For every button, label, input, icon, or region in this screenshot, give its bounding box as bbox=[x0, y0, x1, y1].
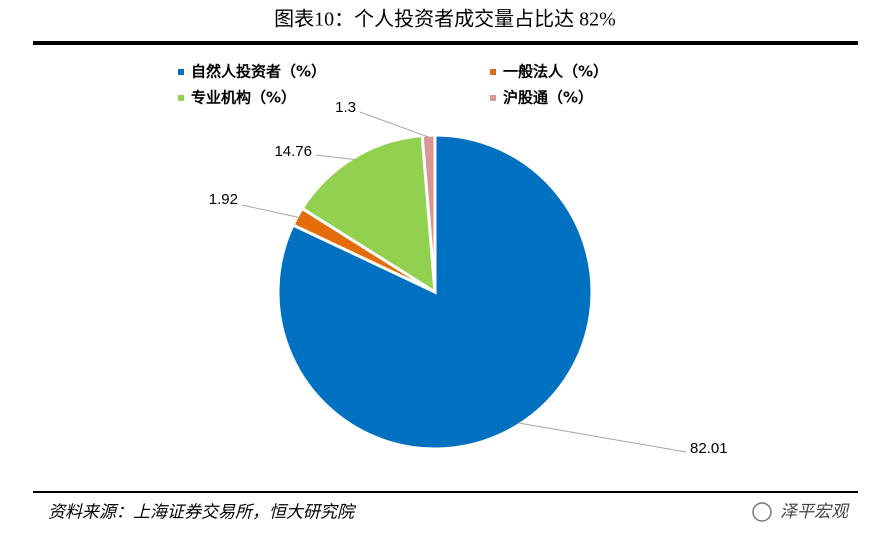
legend-swatch bbox=[490, 69, 496, 75]
legend-swatch bbox=[178, 95, 184, 101]
value-label: 14.76 bbox=[274, 143, 312, 160]
legend-label: 一般法人（%） bbox=[503, 63, 608, 81]
leader-line bbox=[359, 111, 429, 138]
leader-line bbox=[315, 154, 355, 160]
legend-swatch bbox=[490, 95, 496, 101]
value-label: 1.92 bbox=[209, 191, 238, 208]
pie-slice bbox=[420, 133, 437, 293]
value-label: 1.3 bbox=[335, 99, 356, 116]
legend-label: 沪股通（%） bbox=[503, 89, 593, 107]
watermark-icon bbox=[752, 502, 772, 522]
title-rule bbox=[33, 41, 858, 45]
chart-title: 图表10：个人投资者成交量占比达 82% bbox=[274, 8, 616, 31]
legend-swatch bbox=[178, 69, 184, 75]
pie-slice bbox=[300, 133, 437, 295]
watermark: 泽平宏观 bbox=[780, 502, 850, 522]
source-note: 资料来源：上海证券交易所，恒大研究院 bbox=[48, 503, 357, 523]
value-label: 82.01 bbox=[690, 440, 728, 457]
legend-label: 专业机构（%） bbox=[191, 89, 296, 107]
source-rule bbox=[33, 491, 858, 493]
legend-label: 自然人投资者（%） bbox=[191, 63, 326, 81]
leader-line bbox=[241, 204, 300, 219]
leader-line bbox=[517, 422, 687, 453]
